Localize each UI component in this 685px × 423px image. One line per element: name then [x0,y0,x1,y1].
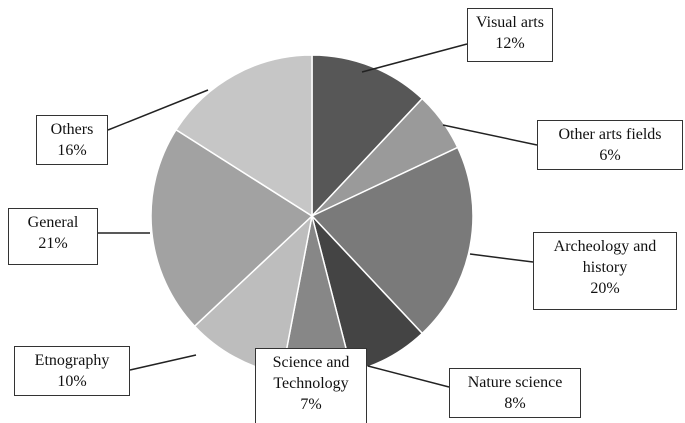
slice-label: Nature science 8% [449,368,581,418]
pie-slice [150,128,314,328]
value-label: 10% [57,373,87,390]
leader-line [367,365,450,388]
value-label: 12% [495,35,525,52]
category-name: Science and Technology [272,354,350,392]
value-label: 21% [38,235,68,252]
slice-label: Science and Technology 7% [255,348,367,423]
pie-slice [311,54,424,218]
slice-label: Etnography 10% [14,346,130,396]
category-name: Others [50,121,94,138]
pie-slice [310,146,474,335]
slice-label: Others 16% [36,115,108,165]
leader-line [361,43,468,73]
value-label: 16% [57,142,87,159]
leader-line [107,89,209,131]
value-label: 6% [599,147,621,164]
leader-line [442,124,538,146]
value-label: 7% [300,396,322,413]
slice-label: Archeology and history 20% [533,232,677,310]
category-name: Archeology and history [553,238,657,276]
slice-label: General 21% [8,208,98,265]
category-name: Nature science [467,374,563,391]
pie-slice [175,54,313,218]
category-name: General [27,214,79,231]
category-name: Etnography [34,352,110,369]
category-name: Visual arts [476,14,544,31]
value-label: 8% [504,395,526,412]
leader-line [469,253,534,263]
leader-line [129,354,197,371]
slice-label: Visual arts 12% [467,8,553,62]
category-name: Other arts fields [558,126,662,143]
slice-label: Other arts fields 6% [537,120,683,170]
value-label: 20% [590,280,620,297]
